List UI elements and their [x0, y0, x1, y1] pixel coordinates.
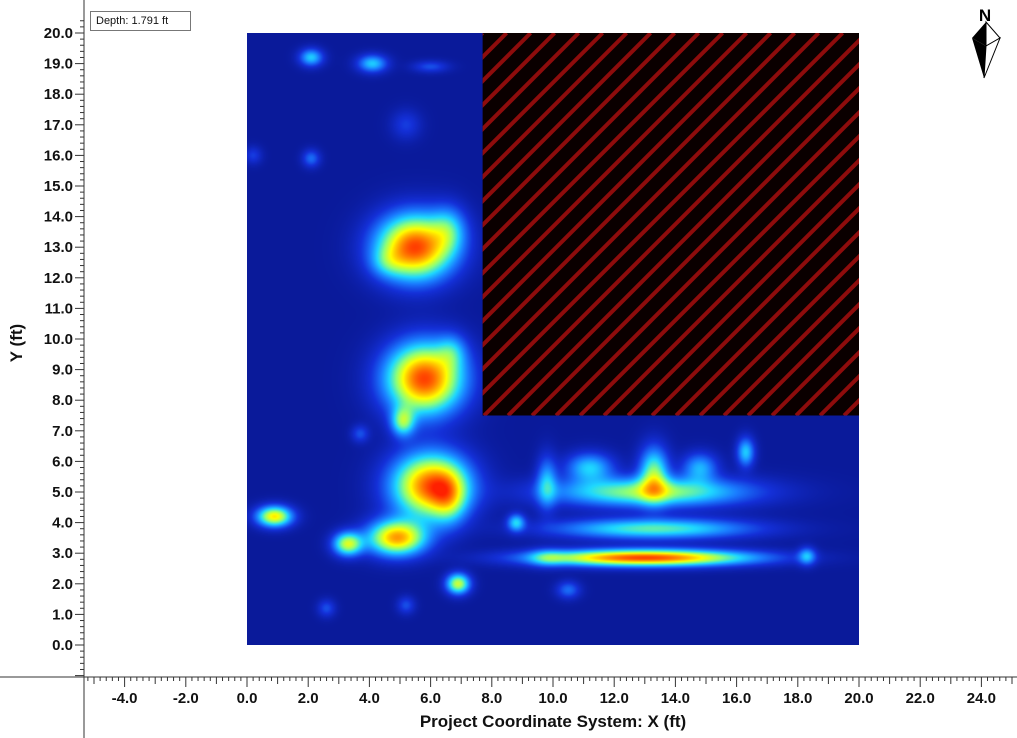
- depth-label: Depth: 1.791 ft: [96, 15, 169, 27]
- x-tick-label: 18.0: [783, 690, 812, 707]
- y-tick-label: 2.0: [52, 576, 73, 593]
- y-tick-label: 7.0: [52, 423, 73, 440]
- y-tick-label: 6.0: [52, 453, 73, 470]
- x-tick-label: 6.0: [420, 690, 441, 707]
- x-tick-label: 2.0: [298, 690, 319, 707]
- x-tick-label: 14.0: [661, 690, 690, 707]
- y-tick-label: 4.0: [52, 515, 73, 532]
- y-tick-label: 3.0: [52, 545, 73, 562]
- plot-area: [247, 33, 859, 645]
- x-tick-label: 16.0: [722, 690, 751, 707]
- x-tick-label: 12.0: [600, 690, 629, 707]
- x-tick-label: 22.0: [906, 690, 935, 707]
- y-tick-label: 17.0: [44, 117, 73, 134]
- y-tick-label: 13.0: [44, 239, 73, 256]
- y-tick-label: 14.0: [44, 209, 73, 226]
- masked-region: [482, 33, 859, 416]
- masked-region-hatch: [482, 33, 859, 416]
- y-tick-label: 11.0: [45, 300, 73, 317]
- y-tick-label: 16.0: [44, 147, 73, 164]
- y-tick-label: 15.0: [44, 178, 73, 195]
- x-tick-label: 20.0: [844, 690, 873, 707]
- north-arrow: N: [962, 2, 1010, 80]
- x-axis-label: Project Coordinate System: X (ft): [420, 712, 686, 731]
- x-tick-label: 0.0: [237, 690, 258, 707]
- x-tick-label: 24.0: [967, 690, 996, 707]
- y-tick-label: 18.0: [44, 86, 73, 103]
- north-arrow-icon: [972, 20, 1001, 79]
- y-tick-label: 20.0: [44, 25, 73, 42]
- y-tick-label: 1.0: [52, 606, 73, 623]
- y-tick-label: 12.0: [44, 270, 73, 287]
- x-tick-label: 4.0: [359, 690, 380, 707]
- x-tick-label: 8.0: [481, 690, 502, 707]
- north-label: N: [979, 6, 991, 25]
- y-tick-label: 5.0: [52, 484, 73, 501]
- y-tick-label: 0.0: [52, 637, 73, 654]
- y-tick-label: 10.0: [44, 331, 73, 348]
- x-tick-label: -4.0: [112, 690, 138, 707]
- y-tick-label: 19.0: [44, 56, 73, 73]
- x-tick-label: 10.0: [538, 690, 567, 707]
- y-axis-label: Y (ft): [7, 324, 26, 362]
- depth-readout: Depth: 1.791 ft: [90, 11, 191, 31]
- y-tick-label: 8.0: [52, 392, 73, 409]
- y-tick-label: 9.0: [52, 362, 73, 379]
- x-tick-label: -2.0: [173, 690, 199, 707]
